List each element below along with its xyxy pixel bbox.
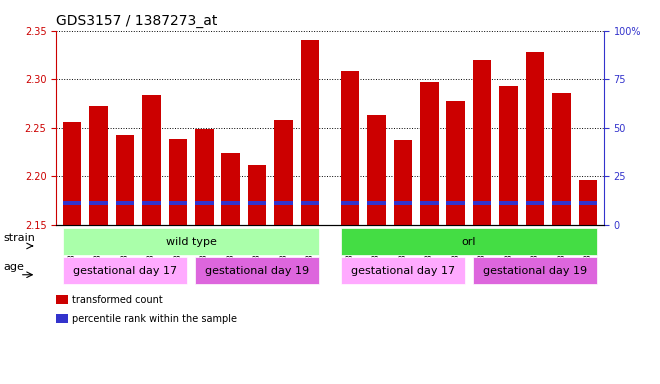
Bar (301, 201, 319, 205)
Bar (420, 82, 438, 225)
Bar (393, 140, 412, 225)
Bar (275, 120, 293, 225)
Bar (579, 201, 597, 205)
Bar (552, 93, 571, 225)
Text: gestational day 17: gestational day 17 (350, 266, 455, 276)
Bar (195, 129, 214, 225)
Bar (142, 95, 160, 225)
Bar (473, 60, 492, 225)
Bar (526, 52, 544, 225)
Bar (500, 86, 518, 225)
Bar (552, 201, 571, 205)
Bar (275, 201, 293, 205)
Bar (526, 201, 544, 205)
Text: wild type: wild type (166, 237, 216, 247)
Bar (393, 201, 412, 205)
Bar (473, 201, 492, 205)
Bar (500, 201, 518, 205)
Bar (63, 122, 81, 225)
Text: gestational day 17: gestational day 17 (73, 266, 177, 276)
Bar (367, 201, 385, 205)
Bar (89, 201, 108, 205)
Bar (168, 201, 187, 205)
Bar (89, 106, 108, 225)
Bar (195, 201, 214, 205)
Bar (115, 136, 134, 225)
Bar (63, 201, 81, 205)
Bar (446, 201, 465, 205)
Bar (301, 40, 319, 225)
Bar (579, 180, 597, 225)
Bar (115, 201, 134, 205)
Bar (222, 153, 240, 225)
Bar (446, 101, 465, 225)
Text: GDS3157 / 1387273_at: GDS3157 / 1387273_at (56, 14, 218, 28)
Text: age: age (3, 262, 24, 272)
Bar (142, 201, 160, 205)
Text: transformed count: transformed count (72, 295, 162, 305)
Text: percentile rank within the sample: percentile rank within the sample (72, 314, 237, 324)
Bar (341, 71, 359, 225)
Text: gestational day 19: gestational day 19 (483, 266, 587, 276)
Bar (248, 166, 267, 225)
Bar (222, 201, 240, 205)
Bar (420, 201, 438, 205)
Bar (367, 115, 385, 225)
Bar (341, 201, 359, 205)
Bar (248, 201, 267, 205)
Text: gestational day 19: gestational day 19 (205, 266, 310, 276)
Bar (168, 139, 187, 225)
Text: orl: orl (462, 237, 476, 247)
Text: strain: strain (3, 233, 35, 243)
